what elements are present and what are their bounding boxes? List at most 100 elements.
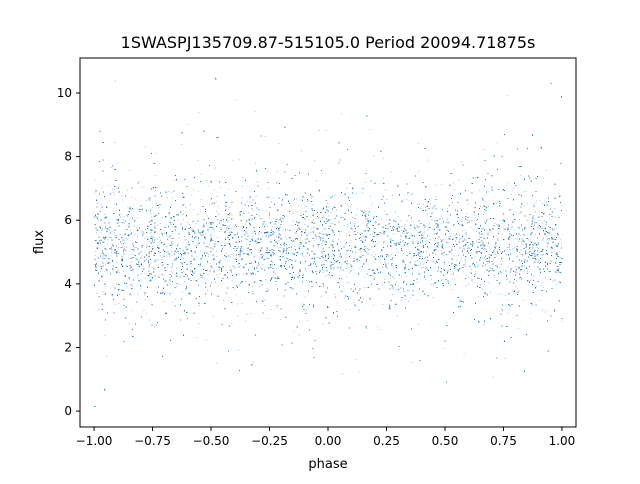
data-point (197, 278, 199, 280)
data-point (424, 276, 426, 278)
data-point (440, 183, 442, 185)
data-point (145, 146, 146, 148)
data-point (211, 222, 213, 223)
data-point (538, 227, 539, 228)
data-point (350, 206, 351, 208)
data-point (138, 233, 140, 235)
data-point (435, 254, 436, 255)
data-point (308, 280, 310, 281)
data-point (389, 223, 390, 224)
data-point (317, 246, 319, 248)
data-point (346, 188, 348, 189)
data-point (193, 209, 195, 210)
data-point (268, 204, 270, 206)
data-point (235, 99, 236, 101)
data-point (380, 329, 381, 330)
data-point (213, 240, 215, 242)
data-point (337, 243, 338, 244)
data-point (123, 220, 125, 222)
data-point (361, 237, 363, 239)
data-point (361, 247, 363, 249)
data-point (461, 257, 462, 259)
data-point (386, 218, 387, 220)
data-point (320, 295, 322, 297)
data-point (303, 256, 305, 257)
data-point (115, 245, 117, 247)
data-point (277, 307, 278, 308)
data-point (184, 252, 185, 253)
data-point (197, 213, 199, 215)
data-point (226, 270, 227, 271)
data-point (140, 279, 141, 281)
data-point (432, 261, 434, 262)
data-point (482, 288, 483, 290)
data-point (523, 270, 525, 272)
data-point (466, 232, 467, 234)
data-point (243, 230, 244, 232)
data-point (170, 235, 171, 236)
data-point (458, 265, 460, 266)
data-point (395, 212, 396, 214)
data-point (215, 281, 216, 283)
data-point (452, 289, 453, 290)
data-point (225, 292, 226, 294)
data-point (134, 234, 136, 236)
data-point (392, 195, 393, 196)
data-point (259, 231, 261, 233)
data-point (438, 243, 439, 245)
data-point (288, 237, 290, 238)
data-point (521, 241, 522, 243)
data-point (534, 223, 535, 225)
data-point (194, 251, 195, 253)
data-point (465, 230, 466, 232)
data-point (539, 200, 541, 201)
data-point (412, 220, 414, 222)
data-point (312, 204, 313, 205)
data-point (467, 223, 468, 224)
data-point (116, 283, 117, 285)
data-point (165, 270, 166, 271)
data-point (500, 282, 501, 284)
data-point (339, 255, 341, 257)
data-point (274, 232, 275, 234)
data-point (461, 220, 463, 222)
data-point (171, 254, 173, 256)
data-point (125, 220, 126, 221)
data-point (124, 249, 126, 251)
data-point (533, 290, 534, 291)
data-point (329, 223, 331, 224)
data-point (352, 265, 353, 267)
data-point (295, 261, 296, 262)
data-point (276, 283, 277, 285)
data-point (260, 267, 262, 268)
data-point (191, 251, 193, 253)
data-point (281, 253, 283, 255)
data-point (496, 223, 497, 225)
data-point (518, 266, 520, 268)
data-point (182, 264, 184, 265)
data-point (178, 276, 180, 278)
data-point (315, 234, 317, 236)
data-point (323, 239, 324, 241)
data-point (378, 272, 380, 274)
data-point (204, 225, 205, 226)
data-point (158, 259, 159, 261)
data-point (252, 272, 253, 273)
data-point (213, 189, 215, 191)
data-point (513, 187, 515, 189)
data-point (411, 258, 412, 259)
data-point (417, 299, 419, 301)
data-point (211, 226, 212, 228)
data-point (252, 362, 254, 363)
data-point (389, 238, 391, 239)
data-point (298, 334, 300, 336)
data-point (116, 162, 118, 164)
data-point (113, 192, 114, 193)
data-point (276, 267, 277, 269)
data-point (280, 319, 281, 321)
data-point (171, 241, 173, 243)
data-point (143, 310, 145, 311)
data-point (171, 241, 173, 242)
data-point (157, 239, 159, 240)
data-point (306, 216, 308, 218)
